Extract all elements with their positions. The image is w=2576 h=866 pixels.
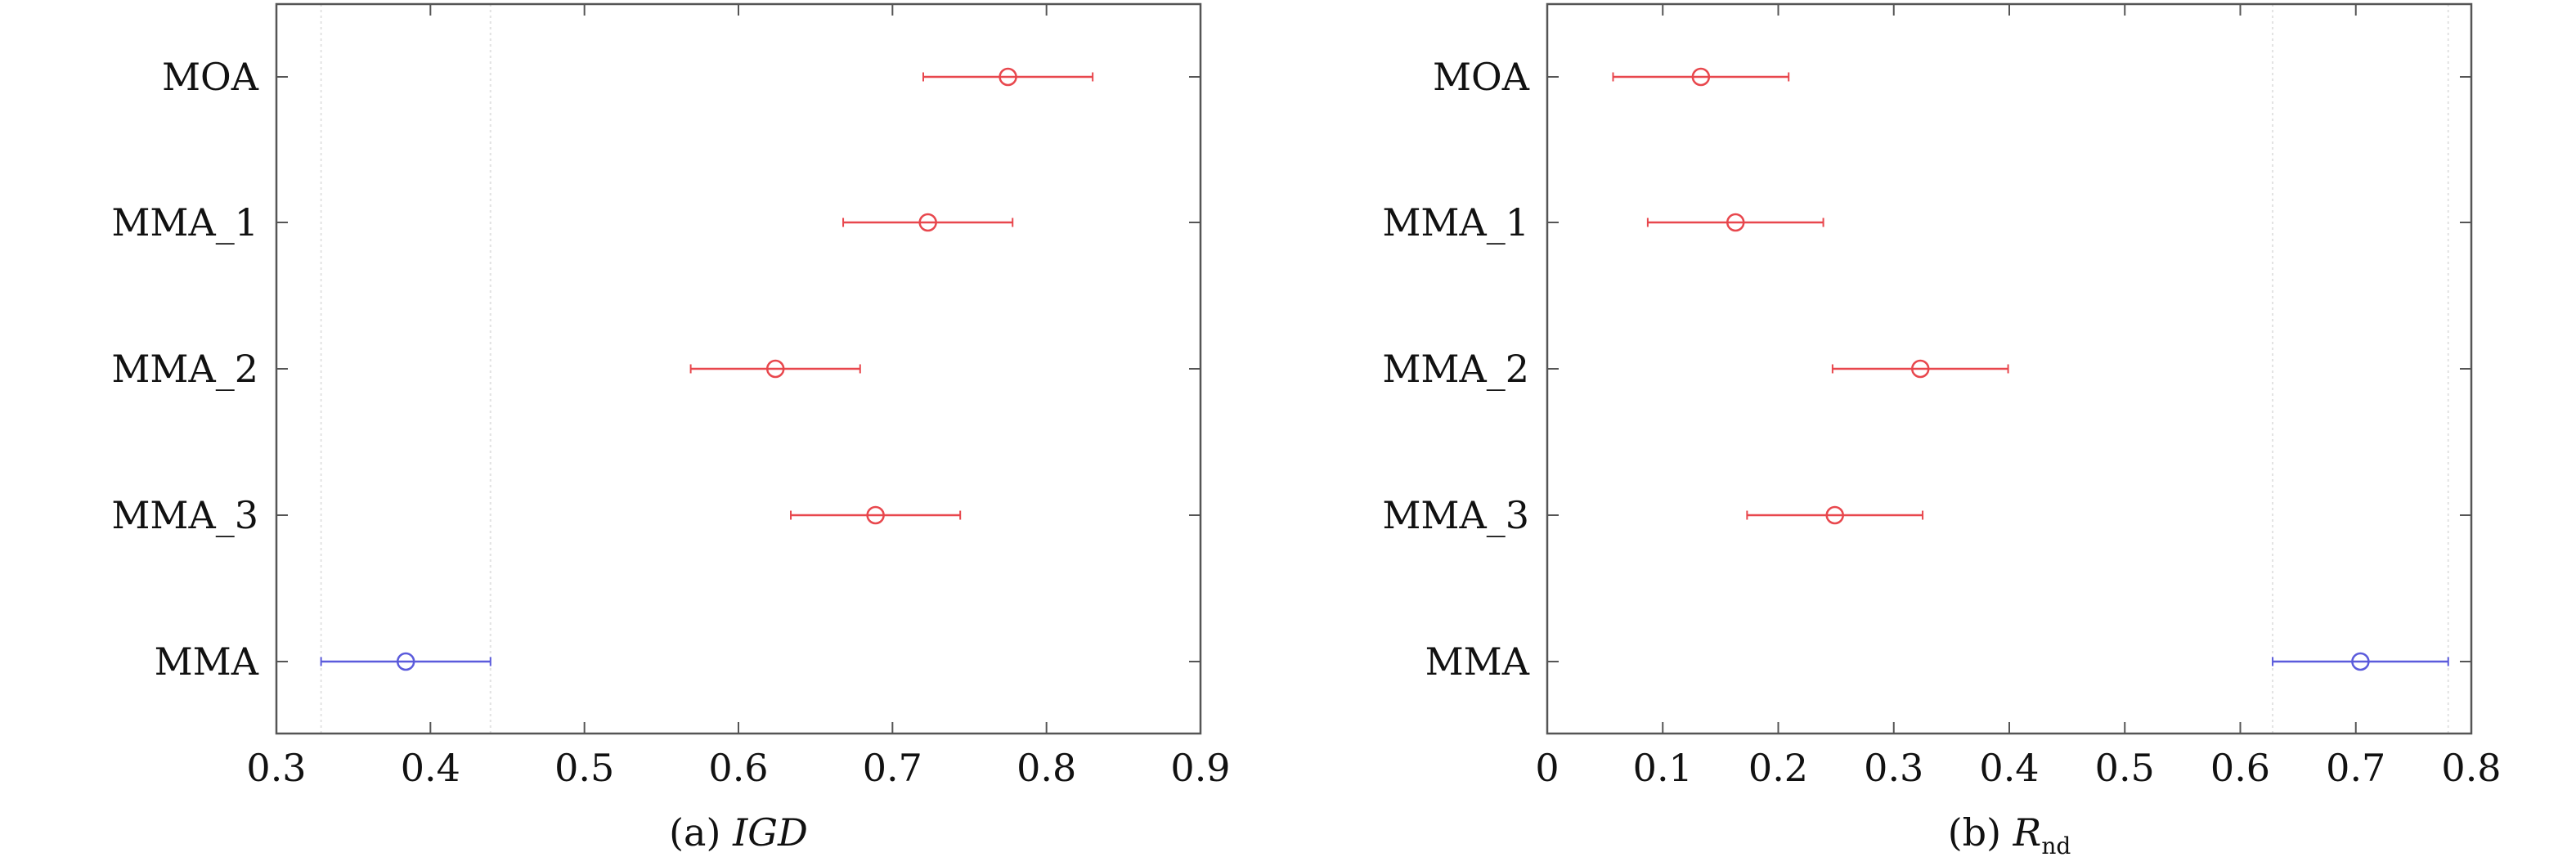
category-label: MMA_2	[111, 347, 258, 391]
x-tick-label: 0.4	[1979, 746, 2039, 790]
mean-marker	[918, 213, 937, 232]
x-tick-label: 0.1	[1633, 746, 1693, 790]
x-tick-label: 0.6	[708, 746, 768, 790]
x-tick-label: 0.8	[2441, 746, 2501, 790]
x-tick-label: 0.3	[1864, 746, 1923, 790]
x-tick-label: 0.8	[1016, 746, 1076, 790]
category-label: MMA_1	[111, 200, 258, 245]
panel-igd: 0.3 0.4 0.5 0.6 0.7 0.8 0.9 MOA MMA_1 MMA_2 MMA_3 M…	[111, 2, 1231, 855]
caption-main: IGD	[732, 810, 808, 855]
mean-marker	[2351, 652, 2370, 671]
mean-marker	[999, 67, 1017, 87]
mean-marker	[1726, 213, 1745, 232]
panel-caption: (a) IGD	[669, 810, 808, 855]
panel-caption: (b) Rnd	[1948, 810, 2071, 859]
category-label: MOA	[162, 55, 259, 99]
mean-marker	[396, 652, 415, 671]
mean-marker	[765, 359, 785, 379]
caption-subscript: nd	[2041, 832, 2071, 859]
x-tick-label: 0.6	[2210, 746, 2270, 790]
x-tick-label: 0.3	[246, 746, 306, 790]
category-label: MMA_1	[1382, 200, 1529, 245]
x-tick-label: 0.4	[401, 746, 460, 790]
x-tick-label: 0.5	[2095, 746, 2155, 790]
caption-main: R	[2013, 810, 2042, 855]
mean-marker	[1825, 505, 1844, 525]
x-tick-label: 0	[1535, 746, 1559, 790]
panel-rnd: 0 0.1 0.2 0.3 0.4 0.5 0.6 0.7 0.8 MOA MMA_1 MMA_2 MM…	[1382, 2, 2502, 859]
x-tick-label: 0.7	[2326, 746, 2385, 790]
category-label: MMA_2	[1382, 347, 1529, 391]
category-label: MMA_3	[1382, 493, 1529, 537]
x-tick-label: 0.7	[863, 746, 922, 790]
caption-prefix: (b)	[1948, 810, 2013, 855]
mean-marker	[1910, 359, 1930, 379]
category-label: MMA	[155, 639, 259, 684]
mean-marker	[866, 505, 885, 525]
category-label: MMA_3	[111, 493, 258, 537]
x-tick-label: 0.9	[1170, 746, 1230, 790]
x-tick-label: 0.2	[1748, 746, 1808, 790]
mean-marker	[1691, 67, 1711, 87]
category-label: MOA	[1433, 55, 1530, 99]
category-label: MMA	[1425, 639, 1530, 684]
caption-prefix: (a)	[669, 810, 733, 855]
x-tick-label: 0.5	[554, 746, 614, 790]
